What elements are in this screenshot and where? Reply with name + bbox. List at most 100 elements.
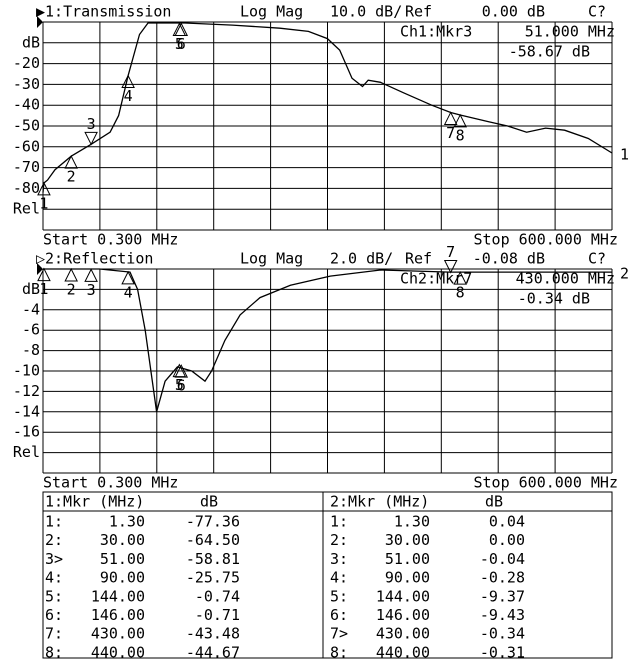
y-tick-label: -10 [13, 362, 40, 380]
scale: 10.0 dB/ [330, 3, 402, 21]
marker-readout: 430.000 MHz [516, 270, 615, 288]
marker-db: 0.00 [489, 531, 525, 549]
marker-id: 5: [330, 587, 348, 605]
y-tick-label: -70 [13, 158, 40, 176]
marker [121, 270, 135, 285]
marker-label: 7 [446, 243, 455, 261]
marker [84, 131, 98, 146]
y-tick-label: -20 [13, 54, 40, 72]
trace [43, 268, 612, 412]
y-tick-label: -8 [22, 341, 40, 359]
marker [172, 22, 187, 37]
marker-db: 0.04 [489, 513, 525, 531]
marker-db: -25.75 [186, 569, 240, 587]
y-tick-label: Rel [13, 443, 40, 461]
format: Log Mag [240, 3, 303, 21]
y-tick-label: -80 [13, 179, 40, 197]
marker-label: 1 [39, 194, 48, 212]
marker-freq: 430.00 [376, 625, 430, 643]
ref-label: Ref [405, 3, 432, 21]
marker-db: -43.48 [186, 625, 240, 643]
marker-id: 4: [45, 569, 63, 587]
marker-label: 1 [39, 280, 48, 298]
marker [174, 22, 189, 36]
trace-label: 2 [620, 265, 629, 283]
marker-id: 3: [330, 550, 348, 568]
marker [64, 155, 78, 169]
y-tick-label: -12 [13, 382, 40, 400]
marker-freq: 144.00 [91, 587, 145, 605]
y-tick-label: -40 [13, 96, 40, 114]
table-header: 2:Mkr (MHz) [330, 493, 429, 511]
marker-freq: 90.00 [100, 569, 145, 587]
marker-db: -77.36 [186, 513, 240, 531]
ref-value: 0.00 dB [482, 3, 545, 21]
marker-db: -0.31 [480, 643, 525, 659]
marker-id: 1: [330, 513, 348, 531]
marker-db: -58.81 [186, 550, 240, 568]
marker-db: -0.28 [480, 569, 525, 587]
marker-id: 3> [45, 550, 63, 568]
scale: 2.0 dB/ [330, 250, 393, 268]
marker-db: -0.04 [480, 550, 525, 568]
marker-readout: Ch2:Mkr7 [400, 270, 472, 288]
trace-title: ▷2:Reflection [36, 250, 153, 268]
marker-label: 7 [446, 124, 455, 142]
marker-db: -0.34 [480, 625, 525, 643]
format: Log Mag [240, 250, 303, 268]
y-tick-label: -14 [13, 402, 40, 420]
y-tick-label: -30 [13, 75, 40, 93]
marker-label: 2 [67, 281, 76, 299]
table-header: dB [200, 493, 218, 511]
marker-db: -9.43 [480, 606, 525, 624]
stop-label: Stop 600.000 MHz [474, 231, 619, 249]
marker-id: 8: [45, 643, 63, 659]
marker [453, 113, 468, 128]
marker-readout: -58.67 dB [509, 43, 590, 61]
marker-freq: 30.00 [100, 531, 145, 549]
marker-id: 7> [330, 625, 348, 643]
ref-label: Ref [405, 250, 432, 268]
marker [443, 111, 458, 125]
y-tick-label: -60 [13, 137, 40, 155]
y-tick-label: -16 [13, 423, 40, 441]
marker-id: 5: [45, 587, 63, 605]
marker-freq: 51.00 [100, 550, 145, 568]
marker-id: 1: [45, 513, 63, 531]
marker-freq: 1.30 [109, 513, 145, 531]
marker-label: 3 [87, 115, 96, 133]
marker-db: -0.74 [195, 587, 240, 605]
marker-freq: 440.00 [376, 643, 430, 659]
marker-readout: -0.34 dB [518, 290, 590, 308]
marker-id: 6: [45, 606, 63, 624]
stop-label: Stop 600.000 MHz [474, 474, 619, 492]
marker [174, 364, 189, 378]
marker-freq: 440.00 [91, 643, 145, 659]
marker [121, 74, 135, 89]
marker [453, 271, 468, 285]
marker-freq: 51.00 [385, 550, 430, 568]
marker-db: -9.37 [480, 587, 525, 605]
marker-db: -44.67 [186, 643, 240, 659]
trace-title: ▶1:Transmission [36, 3, 171, 21]
marker [84, 268, 98, 282]
marker-readout: Ch1:Mkr3 [400, 23, 472, 41]
marker-label: 5 [175, 376, 184, 394]
y-tick-label: -4 [22, 300, 40, 318]
y-tick-label: dB [22, 280, 40, 298]
start-label: Start 0.300 MHz [43, 231, 178, 249]
y-tick-label: Rel [13, 200, 40, 218]
marker-id: 4: [330, 569, 348, 587]
ref-value: -0.08 dB [473, 250, 545, 268]
marker-id: 6: [330, 606, 348, 624]
marker-readout: 51.000 MHz [525, 23, 615, 41]
ref-pointer [37, 16, 43, 28]
marker-id: 2: [45, 531, 63, 549]
marker-label: 4 [124, 87, 133, 105]
table-header: dB [485, 493, 503, 511]
marker-db: -64.50 [186, 531, 240, 549]
marker-label: 3 [87, 281, 96, 299]
marker [64, 267, 78, 282]
marker-freq: 146.00 [91, 606, 145, 624]
